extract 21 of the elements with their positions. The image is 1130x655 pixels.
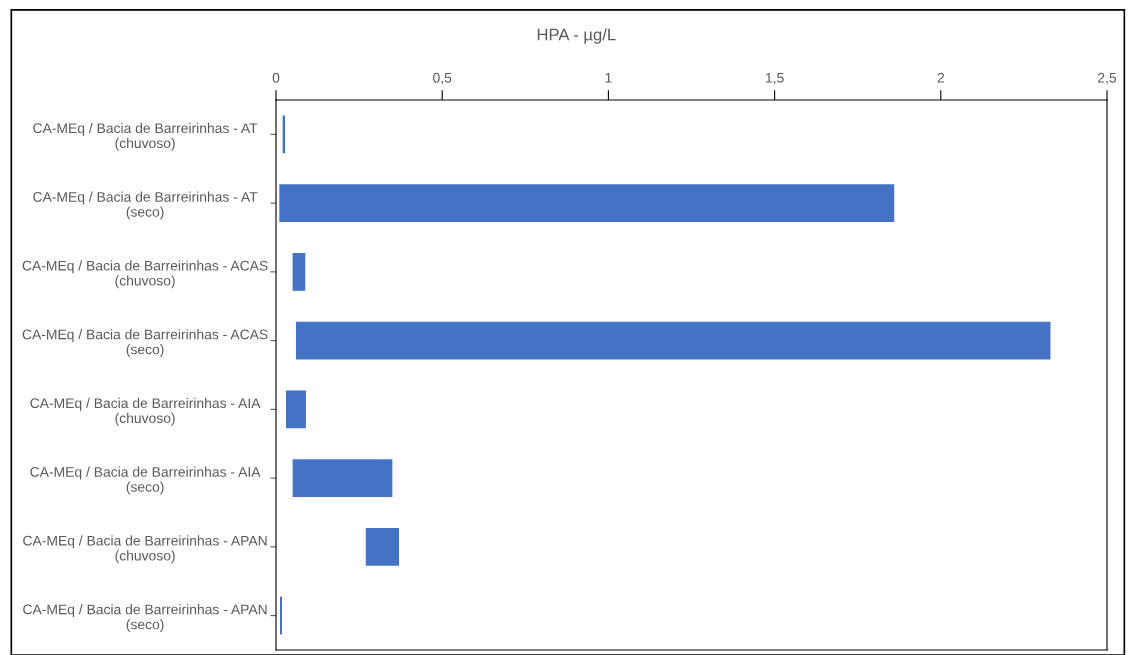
bar [295,321,1051,360]
chart-title: HPA - µg/L [537,28,616,44]
y-tick-label: CA-MEq / Bacia de Barreirinhas - APAN (seco) [23,604,267,633]
x-tick-label: 0 [272,72,280,83]
bar [292,252,306,291]
bar [365,527,399,566]
y-tick-label: CA-MEq / Bacia de Barreirinhas - AT (seco) [33,191,258,220]
bar [279,184,895,223]
x-tick-label: 2,5 [1098,72,1117,85]
bar [292,459,393,498]
bar [285,390,306,429]
x-tick-label: 0,5 [433,72,452,85]
y-tick-label: CA-MEq / Bacia de Barreirinhas - ACAS (seco) [22,329,268,358]
x-tick-label: 1,5 [766,72,784,85]
y-tick-label: CA-MEq / Bacia de Barreirinhas - ACAS (chuvoso) [22,260,268,289]
y-tick-label: CA-MEq / Bacia de Barreirinhas - APAN (chuvoso) [23,535,267,564]
y-tick-label: CA-MEq / Bacia de Barreirinhas - AIA (chuvoso) [30,397,261,426]
x-tick-label: 2 [937,72,944,83]
y-tick-label: CA-MEq / Bacia de Barreirinhas - AT (chuvoso) [33,122,258,151]
x-tick-label: 1 [605,72,612,83]
y-tick-label: CA-MEq / Bacia de Barreirinhas - AIA (seco) [30,466,261,495]
